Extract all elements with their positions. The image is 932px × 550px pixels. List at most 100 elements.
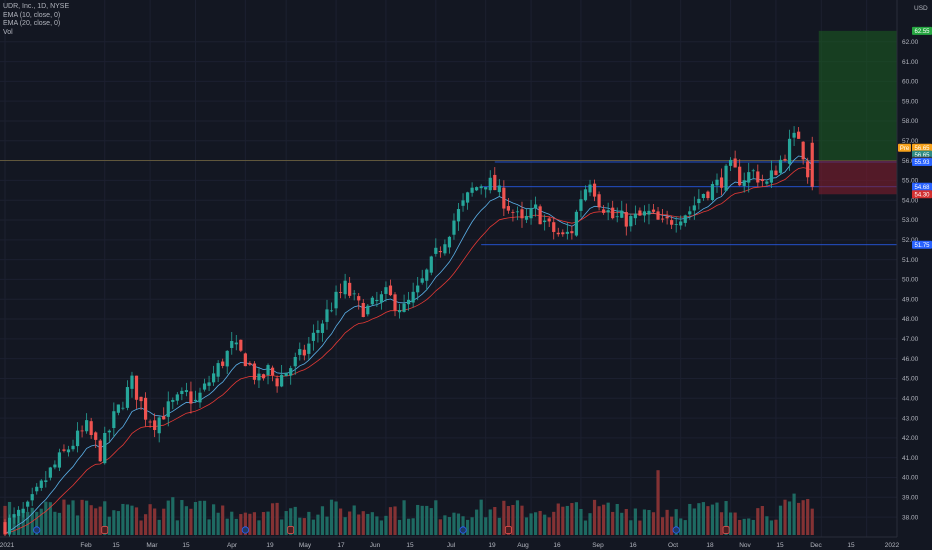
volume-bar	[574, 502, 579, 535]
candle-body	[280, 374, 284, 387]
candle-body	[452, 220, 456, 235]
candle-body	[602, 209, 606, 213]
symbol-title[interactable]: UDR, Inc., 1D, NYSE	[3, 3, 70, 10]
candle-body	[221, 361, 225, 366]
candle-body	[679, 221, 683, 226]
volume-legend[interactable]: Vol	[3, 28, 13, 36]
volume-bar	[579, 508, 583, 535]
volume-bar	[207, 519, 211, 535]
candle-body	[243, 353, 247, 367]
price-tick-label: 52.00	[902, 237, 919, 244]
volume-bar	[121, 503, 125, 535]
candle-body	[751, 170, 755, 172]
volume-bar	[366, 513, 370, 535]
volume-bar	[212, 504, 216, 535]
time-tick-label: 15	[776, 542, 784, 549]
ema-slow-legend[interactable]: EMA (20, close, 0)	[3, 20, 61, 28]
candle-body	[710, 184, 715, 200]
candle-body	[171, 399, 175, 402]
price-tick-label: 56.00	[902, 158, 919, 165]
candle-body	[21, 508, 25, 513]
candle-body	[465, 192, 470, 203]
candle-body	[343, 280, 347, 295]
volume-bar	[388, 507, 393, 535]
candle-body	[656, 211, 660, 220]
candle-body	[787, 138, 792, 164]
volume-bar	[116, 511, 120, 535]
time-tick-label: 15	[847, 542, 855, 549]
price-tick-label: 55.00	[902, 178, 919, 185]
price-tick-label: 58.00	[902, 118, 919, 125]
candle-body	[806, 161, 810, 178]
price-tag	[912, 190, 932, 199]
horizontal-levels[interactable]	[0, 160, 897, 246]
price-tick-label: 62.00	[902, 39, 919, 46]
volume-bar	[511, 504, 515, 535]
price-axis[interactable]: USD62.0061.0060.0059.0058.0057.0056.0055…	[896, 0, 932, 550]
time-axis[interactable]: 2021 Feb 15 Mar 15 Apr 19 May 17 Jun 15 Jul 19 Aug 16 S…	[0, 536, 932, 550]
candle-body	[425, 269, 429, 281]
candle-body	[7, 517, 12, 534]
candle-body	[642, 211, 647, 216]
long-position-box[interactable]	[818, 30, 899, 195]
candle-body	[166, 401, 170, 417]
volume-bar	[552, 511, 556, 535]
volume-bar	[175, 520, 179, 535]
volume-bar	[66, 504, 71, 535]
volume-bar	[647, 510, 651, 535]
time-tick-label: 16	[629, 542, 637, 549]
candle-body	[116, 404, 120, 413]
candle-body	[98, 440, 102, 462]
event-markers[interactable]	[33, 526, 730, 534]
time-tick-label: 15	[112, 542, 120, 549]
volume-bar	[112, 510, 116, 535]
candle-body	[348, 282, 352, 296]
earnings-icon	[505, 526, 512, 534]
candle-body	[443, 244, 447, 254]
candle-body	[810, 142, 814, 187]
time-tick-label: May	[299, 542, 312, 549]
candle-body	[257, 373, 261, 381]
volume-bar	[202, 500, 207, 535]
price-tag	[912, 26, 932, 35]
candle-body	[311, 332, 315, 341]
time-tick-label: 15	[406, 542, 414, 549]
candle-body	[615, 216, 619, 218]
volume-bar	[674, 509, 678, 535]
candle-body	[393, 294, 397, 311]
candle-body	[388, 285, 393, 296]
volume-bar	[307, 511, 311, 535]
candle-body	[125, 387, 130, 408]
candle-body	[89, 421, 93, 436]
candle-body	[729, 159, 733, 166]
candle-body	[39, 480, 43, 488]
price-tag-text: 62.55	[914, 29, 930, 35]
volume-bar	[447, 517, 452, 535]
candle-body	[447, 236, 452, 248]
volume-bar	[35, 511, 39, 535]
candle-body	[778, 159, 783, 173]
price-tick-label: 60.00	[902, 79, 919, 86]
volume-bar	[792, 493, 796, 535]
price-tick-label: 59.00	[902, 98, 919, 105]
price-tick-label: 46.00	[902, 356, 919, 363]
price-tick-label: 53.00	[902, 217, 919, 224]
candle-body	[62, 449, 66, 451]
volume-bar	[125, 504, 130, 535]
volume-bar	[270, 503, 275, 535]
candle-body	[112, 411, 116, 429]
volume-bar	[180, 500, 184, 535]
candle-body	[316, 330, 320, 333]
volume-bar	[688, 503, 692, 535]
candlesticks	[3, 126, 814, 542]
candle-body	[338, 292, 343, 294]
candle-body	[792, 132, 796, 138]
candle-body	[397, 310, 402, 313]
volume-bar	[221, 505, 225, 535]
volume-bar	[280, 519, 284, 535]
ema-fast-legend[interactable]: EMA (10, close, 0)	[3, 11, 61, 19]
candle-body	[597, 194, 601, 208]
volume-bar	[751, 519, 755, 535]
pre-market-tag	[898, 143, 911, 152]
